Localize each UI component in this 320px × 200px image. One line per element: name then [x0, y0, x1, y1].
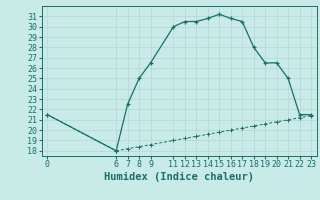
X-axis label: Humidex (Indice chaleur): Humidex (Indice chaleur): [104, 172, 254, 182]
